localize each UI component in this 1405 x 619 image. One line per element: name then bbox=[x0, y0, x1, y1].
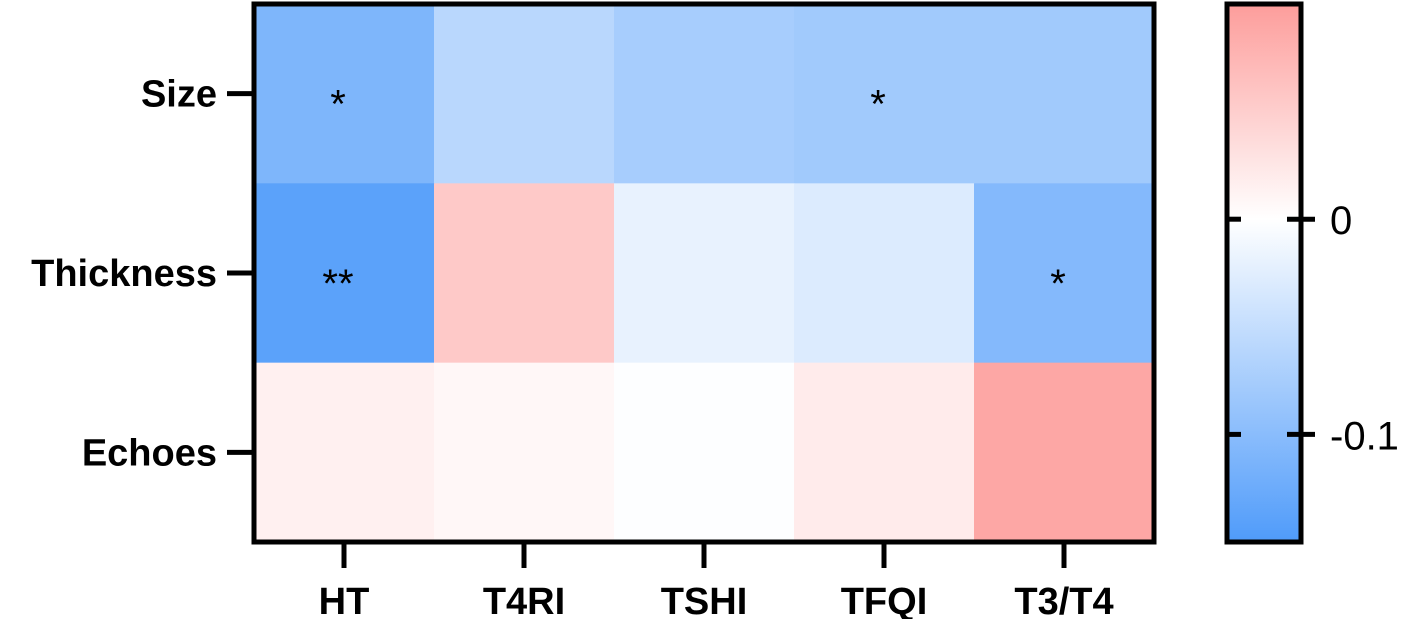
significance-marker: * bbox=[330, 83, 346, 127]
x-tick-label: HT bbox=[319, 581, 370, 619]
heatmap-cell bbox=[794, 183, 975, 364]
colorbar-tick-label: -0.1 bbox=[1330, 414, 1399, 458]
heatmap-cell bbox=[974, 4, 1155, 184]
heatmap-cell bbox=[434, 4, 615, 184]
y-axis: Size Thickness Echoes bbox=[31, 74, 254, 474]
y-tick-label: Thickness bbox=[31, 253, 217, 295]
x-tick-label: TSHI bbox=[661, 581, 748, 619]
heatmap-cell bbox=[614, 183, 795, 364]
heatmap-cell bbox=[614, 4, 795, 184]
y-tick-label: Size bbox=[141, 74, 217, 116]
heatmap-cell bbox=[434, 183, 615, 364]
significance-marks: * *** * bbox=[322, 83, 1065, 306]
heatmap-cell bbox=[974, 183, 1155, 364]
heatmap-cell bbox=[434, 362, 615, 543]
heatmap-cell bbox=[794, 362, 975, 543]
x-axis: HT T4RI TSHI TFQI T3/T4 bbox=[319, 542, 1114, 619]
x-tick-label: TFQI bbox=[841, 581, 928, 619]
x-tick-label: T4RI bbox=[483, 581, 565, 619]
significance-marker: ** bbox=[322, 262, 353, 306]
heatmap-cell bbox=[794, 4, 975, 184]
heatmap-cell bbox=[254, 362, 435, 543]
colorbar: 0 -0.1 bbox=[1224, 1, 1399, 545]
heatmap-cell bbox=[614, 362, 795, 543]
heatmap-cell bbox=[254, 4, 435, 184]
significance-marker: * bbox=[1050, 262, 1066, 306]
heatmap-cell bbox=[254, 183, 435, 364]
x-tick-label: T3/T4 bbox=[1014, 581, 1113, 619]
colorbar-gradient bbox=[1224, 1, 1304, 545]
significance-marker: * bbox=[870, 83, 886, 127]
heatmap-cell bbox=[974, 362, 1155, 543]
heatmap-cells bbox=[254, 4, 1155, 543]
colorbar-tick-label: 0 bbox=[1330, 199, 1352, 243]
y-tick-label: Echoes bbox=[82, 432, 217, 474]
